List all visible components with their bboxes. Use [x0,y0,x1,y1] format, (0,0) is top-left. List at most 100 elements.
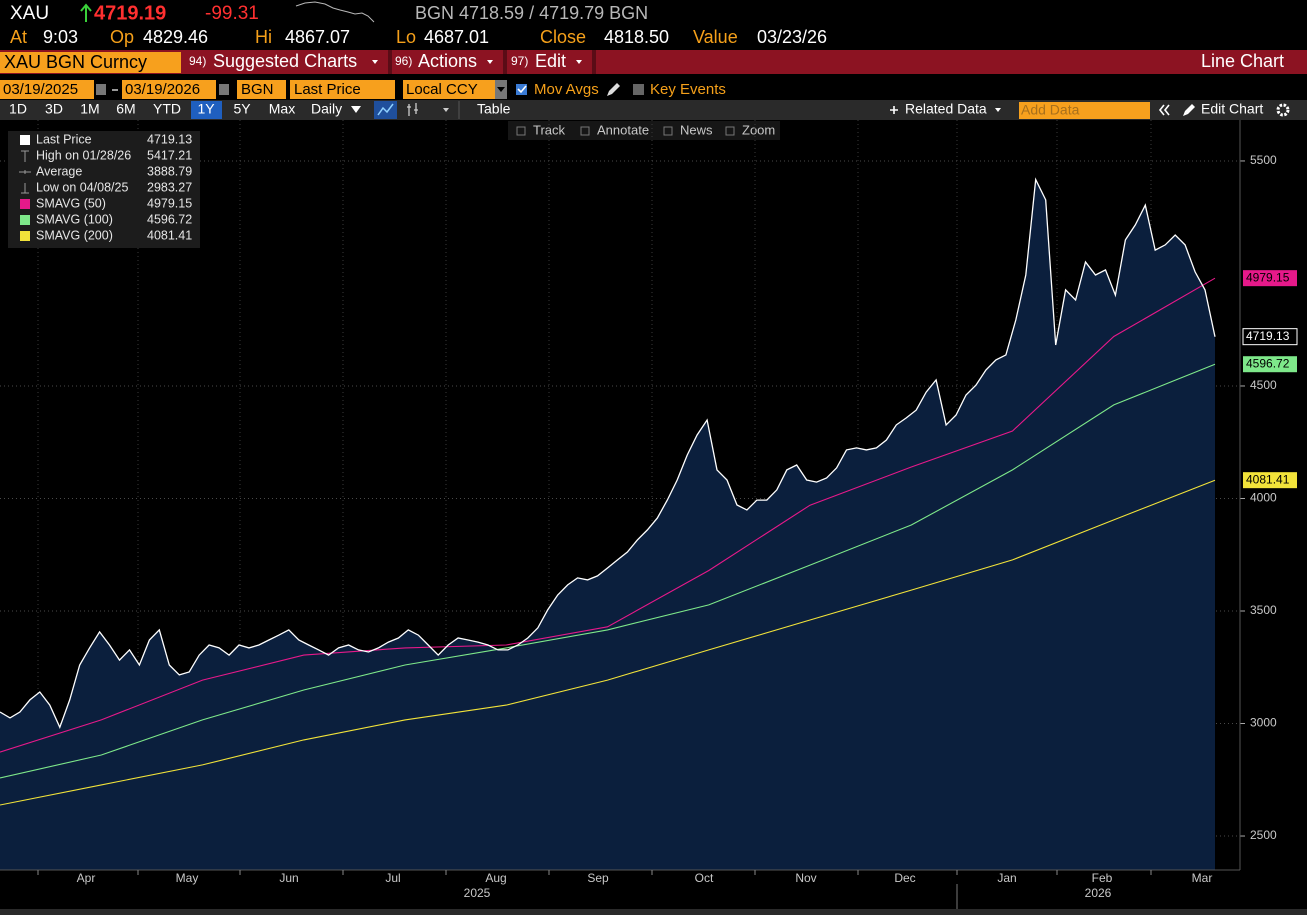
end-date-box[interactable] [122,80,216,99]
menu-code[interactable]: 96) [395,54,412,68]
legend-value: 4979.15 [147,196,192,210]
menu-item[interactable]: Suggested Charts [213,51,357,71]
x-tick-label: Mar [1192,871,1213,885]
plus-icon [890,106,898,114]
menu-item[interactable]: Actions [418,51,477,71]
up-arrow [80,3,92,22]
key-events[interactable]: Key Events [650,81,726,98]
dropdown-arrow [351,106,361,113]
field[interactable]: Last Price [294,81,361,98]
legend-name: SMAVG (50) [36,196,106,210]
calendar-icon[interactable] [96,84,106,95]
legend-name: SMAVG (200) [36,228,113,242]
x-tick-label: Jan [997,871,1016,885]
menu-code[interactable]: 94) [189,54,206,68]
price-tag-label: 4719.13 [1246,329,1290,343]
stat-label: Op [110,27,134,47]
legend-value: 2983.27 [147,180,192,194]
range-button[interactable]: 5Y [233,101,251,117]
menu-bar [0,50,1307,74]
legend: Last Price 4719.13 High on 01/28/26 5417.21… [19,132,192,242]
source[interactable]: BGN [241,81,274,98]
range-button[interactable]: 1Y [197,101,215,117]
security[interactable]: XAU BGN Curncy [4,52,147,72]
calendar-icon[interactable] [219,84,229,95]
x-tick-label: Nov [795,871,816,885]
price-tag [1243,270,1297,287]
currency-box[interactable] [403,80,495,99]
chart-tools: Track Annotate News Zoom [516,122,775,137]
legend-value: 4719.13 [147,132,192,146]
stat-label: Hi [255,27,272,47]
pencil-icon[interactable] [607,83,620,96]
legend-name: Last Price [36,132,92,146]
legend-value: 4081.41 [147,228,192,242]
view-name: Line Chart [1201,51,1284,71]
menu-item[interactable]: Edit [535,51,566,71]
year-label: 2025 [464,886,491,900]
y-tick-label: 2500 [1250,828,1277,842]
edit-chart[interactable]: Edit Chart [1201,101,1263,117]
security-box[interactable] [0,52,181,73]
source-box[interactable] [237,80,286,99]
legend-icon [21,183,29,194]
price-line [0,177,1216,730]
plot: 2500 3000 3500 4000 4500 5500 4719.13 4979.15 45… [0,120,1307,909]
checkbox[interactable] [633,84,644,95]
stat-label: Value [693,27,738,47]
related-data[interactable]: Related Data [905,101,987,117]
add-data[interactable]: Add Data [1021,102,1080,118]
y-tick-label: 5500 [1250,153,1277,167]
checkbox[interactable] [516,84,527,95]
legend-value: 3888.79 [147,164,192,178]
range-button[interactable]: 3D [45,101,63,117]
field-box[interactable] [290,80,395,99]
ticker: XAU [10,3,49,24]
legend-name: High on 01/28/26 [36,148,131,162]
price-tag [1242,328,1298,346]
start-date-box[interactable] [0,80,94,99]
range-button[interactable]: 1D [9,101,27,117]
chart-tool[interactable]: Zoom [742,122,775,137]
stat-value: 03/23/26 [757,27,827,47]
collapse-icon[interactable] [1158,104,1170,116]
legend-name: SMAVG (100) [36,212,113,226]
stat-label: Lo [396,27,416,47]
chart-tool[interactable]: Track [533,122,566,137]
y-tick-label: 3500 [1250,603,1277,617]
range-button[interactable]: 1M [80,101,99,117]
tool-icon [580,126,590,136]
menu-items: 94) Suggested Charts 96) Actions 97) Edit [189,50,596,74]
stat-value: 4829.46 [143,27,208,47]
table-button[interactable]: Table [477,101,511,117]
end-date[interactable]: 03/19/2026 [125,81,200,98]
stat-label: At [10,27,27,47]
menu-code[interactable]: 97) [511,54,528,68]
gear-icon[interactable] [1276,103,1290,117]
frequency[interactable]: Daily [311,101,342,117]
range-button[interactable]: 6M [116,101,135,117]
bar-icon[interactable] [407,103,418,116]
price-tag-label: 4979.15 [1246,270,1290,284]
price-tag [1243,356,1297,373]
range-button[interactable]: Max [269,101,295,117]
x-tick-label: Sep [587,871,609,885]
y-tick-label: 3000 [1250,716,1277,730]
dropdown-arrow [497,87,505,92]
legend-name: Average [36,164,82,178]
range-button[interactable]: YTD [153,101,181,117]
chart-tool[interactable]: Annotate [597,122,649,137]
y-tick-label: 4500 [1250,378,1277,392]
add-data-box[interactable] [1019,102,1150,119]
pencil-icon [1183,104,1195,116]
start-date[interactable]: 03/19/2025 [3,81,78,98]
price-change: -99.31 [205,3,259,24]
stats-row: At 9:03 Op 4829.46 Hi 4867.07 Lo 4687.01 Close 48… [10,27,827,47]
legend-value: 5417.21 [147,148,192,162]
x-tick-label: Aug [485,871,506,885]
currency[interactable]: Local CCY [406,81,478,98]
mov-avgs[interactable]: Mov Avgs [534,81,599,98]
bottom-bar [0,909,1307,915]
chart-tool[interactable]: News [680,122,713,137]
